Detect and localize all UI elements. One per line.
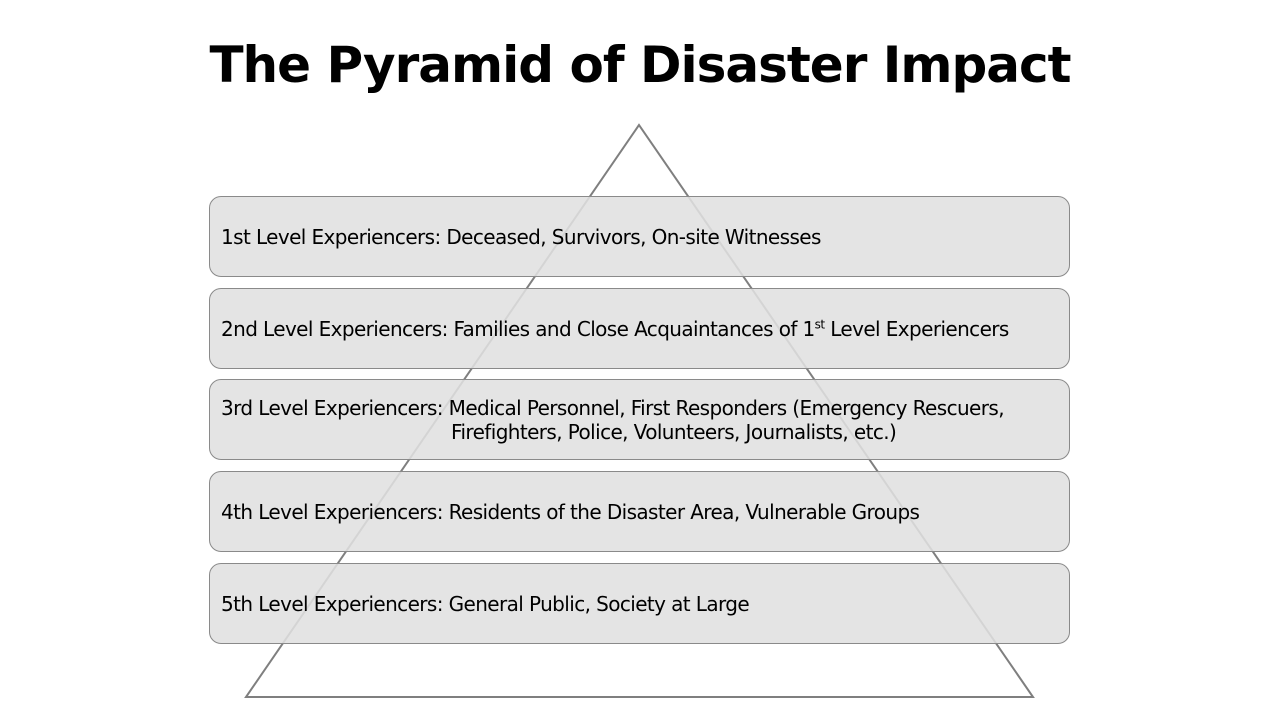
level-3-text: 3rd Level Experiencers: Medical Personne… bbox=[221, 396, 1005, 444]
level-2-text: 2nd Level Experiencers: Families and Clo… bbox=[221, 316, 1009, 341]
level-4-box: 4th Level Experiencers: Residents of the… bbox=[209, 471, 1070, 552]
level-5-box: 5th Level Experiencers: General Public, … bbox=[209, 563, 1070, 644]
level-2-box: 2nd Level Experiencers: Families and Clo… bbox=[209, 288, 1070, 369]
level-1-box: 1st Level Experiencers: Deceased, Surviv… bbox=[209, 196, 1070, 277]
level-4-text: 4th Level Experiencers: Residents of the… bbox=[221, 499, 920, 524]
level-1-text: 1st Level Experiencers: Deceased, Surviv… bbox=[221, 224, 821, 249]
page-title: The Pyramid of Disaster Impact bbox=[209, 36, 1071, 94]
level-5-text: 5th Level Experiencers: General Public, … bbox=[221, 591, 750, 616]
level-3-box: 3rd Level Experiencers: Medical Personne… bbox=[209, 379, 1070, 460]
